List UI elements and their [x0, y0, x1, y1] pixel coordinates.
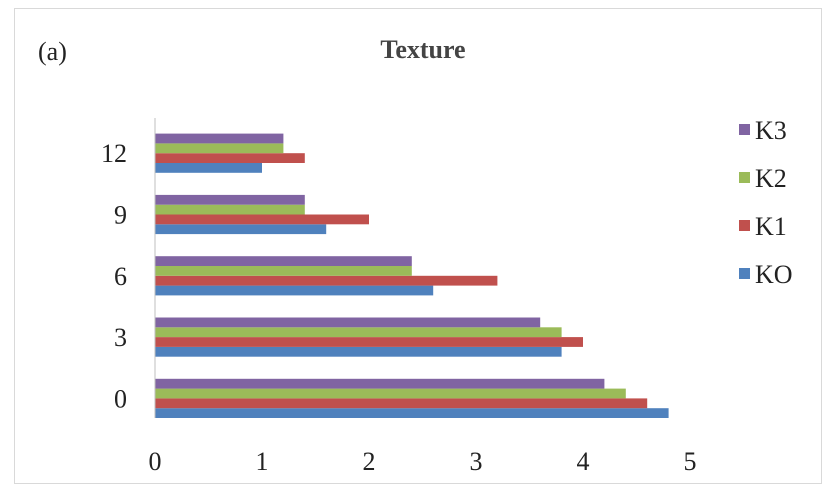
- bars-group: [155, 133, 669, 418]
- legend-label-k1: K1: [755, 212, 787, 241]
- y-category-label: 0: [114, 384, 127, 413]
- y-category-labels: 0 3 6 9 12: [101, 139, 127, 413]
- legend-swatch-k1: [739, 220, 750, 231]
- legend-swatch-k2: [739, 172, 750, 183]
- bar-k3-0: [155, 378, 605, 389]
- legend-swatch-k3: [739, 124, 750, 135]
- bar-k3-12: [155, 133, 284, 144]
- bar-k3-9: [155, 194, 305, 205]
- bar-ko-6: [155, 285, 434, 296]
- x-tick-label: 5: [684, 447, 697, 476]
- bar-k1-6: [155, 275, 498, 286]
- legend-label-k2: K2: [755, 164, 787, 193]
- bar-k1-3: [155, 337, 583, 347]
- bar-ko-12: [155, 163, 262, 173]
- bar-k2-0: [155, 388, 626, 399]
- chart-title: Texture: [380, 35, 465, 64]
- bar-k2-9: [155, 204, 305, 215]
- y-category-label: 3: [114, 323, 127, 352]
- x-tick-label: 1: [256, 447, 269, 476]
- bar-k3-3: [155, 317, 541, 328]
- y-category-label: 9: [114, 201, 127, 230]
- bar-k1-9: [155, 214, 369, 225]
- bar-k1-12: [155, 153, 305, 163]
- legend: K3 K2 K1 KO: [739, 116, 793, 289]
- x-tick-label: 3: [470, 447, 483, 476]
- bar-k2-6: [155, 266, 412, 276]
- panel-label: (a): [38, 37, 67, 66]
- bar-k2-12: [155, 143, 284, 154]
- bar-k1-0: [155, 398, 648, 409]
- y-category-label: 6: [114, 262, 127, 291]
- bar-ko-0: [155, 408, 669, 418]
- legend-label-k3: K3: [755, 116, 787, 145]
- x-tick-label: 4: [577, 447, 590, 476]
- x-tick-labels: 0 1 2 3 4 5: [149, 447, 697, 476]
- x-tick-label: 0: [149, 447, 162, 476]
- legend-swatch-ko: [739, 268, 750, 279]
- x-tick-label: 2: [363, 447, 376, 476]
- legend-label-ko: KO: [755, 260, 793, 289]
- bar-ko-9: [155, 224, 327, 235]
- bar-ko-3: [155, 346, 562, 357]
- bar-k3-6: [155, 256, 412, 266]
- y-category-label: 12: [101, 139, 127, 168]
- bar-k2-3: [155, 327, 562, 338]
